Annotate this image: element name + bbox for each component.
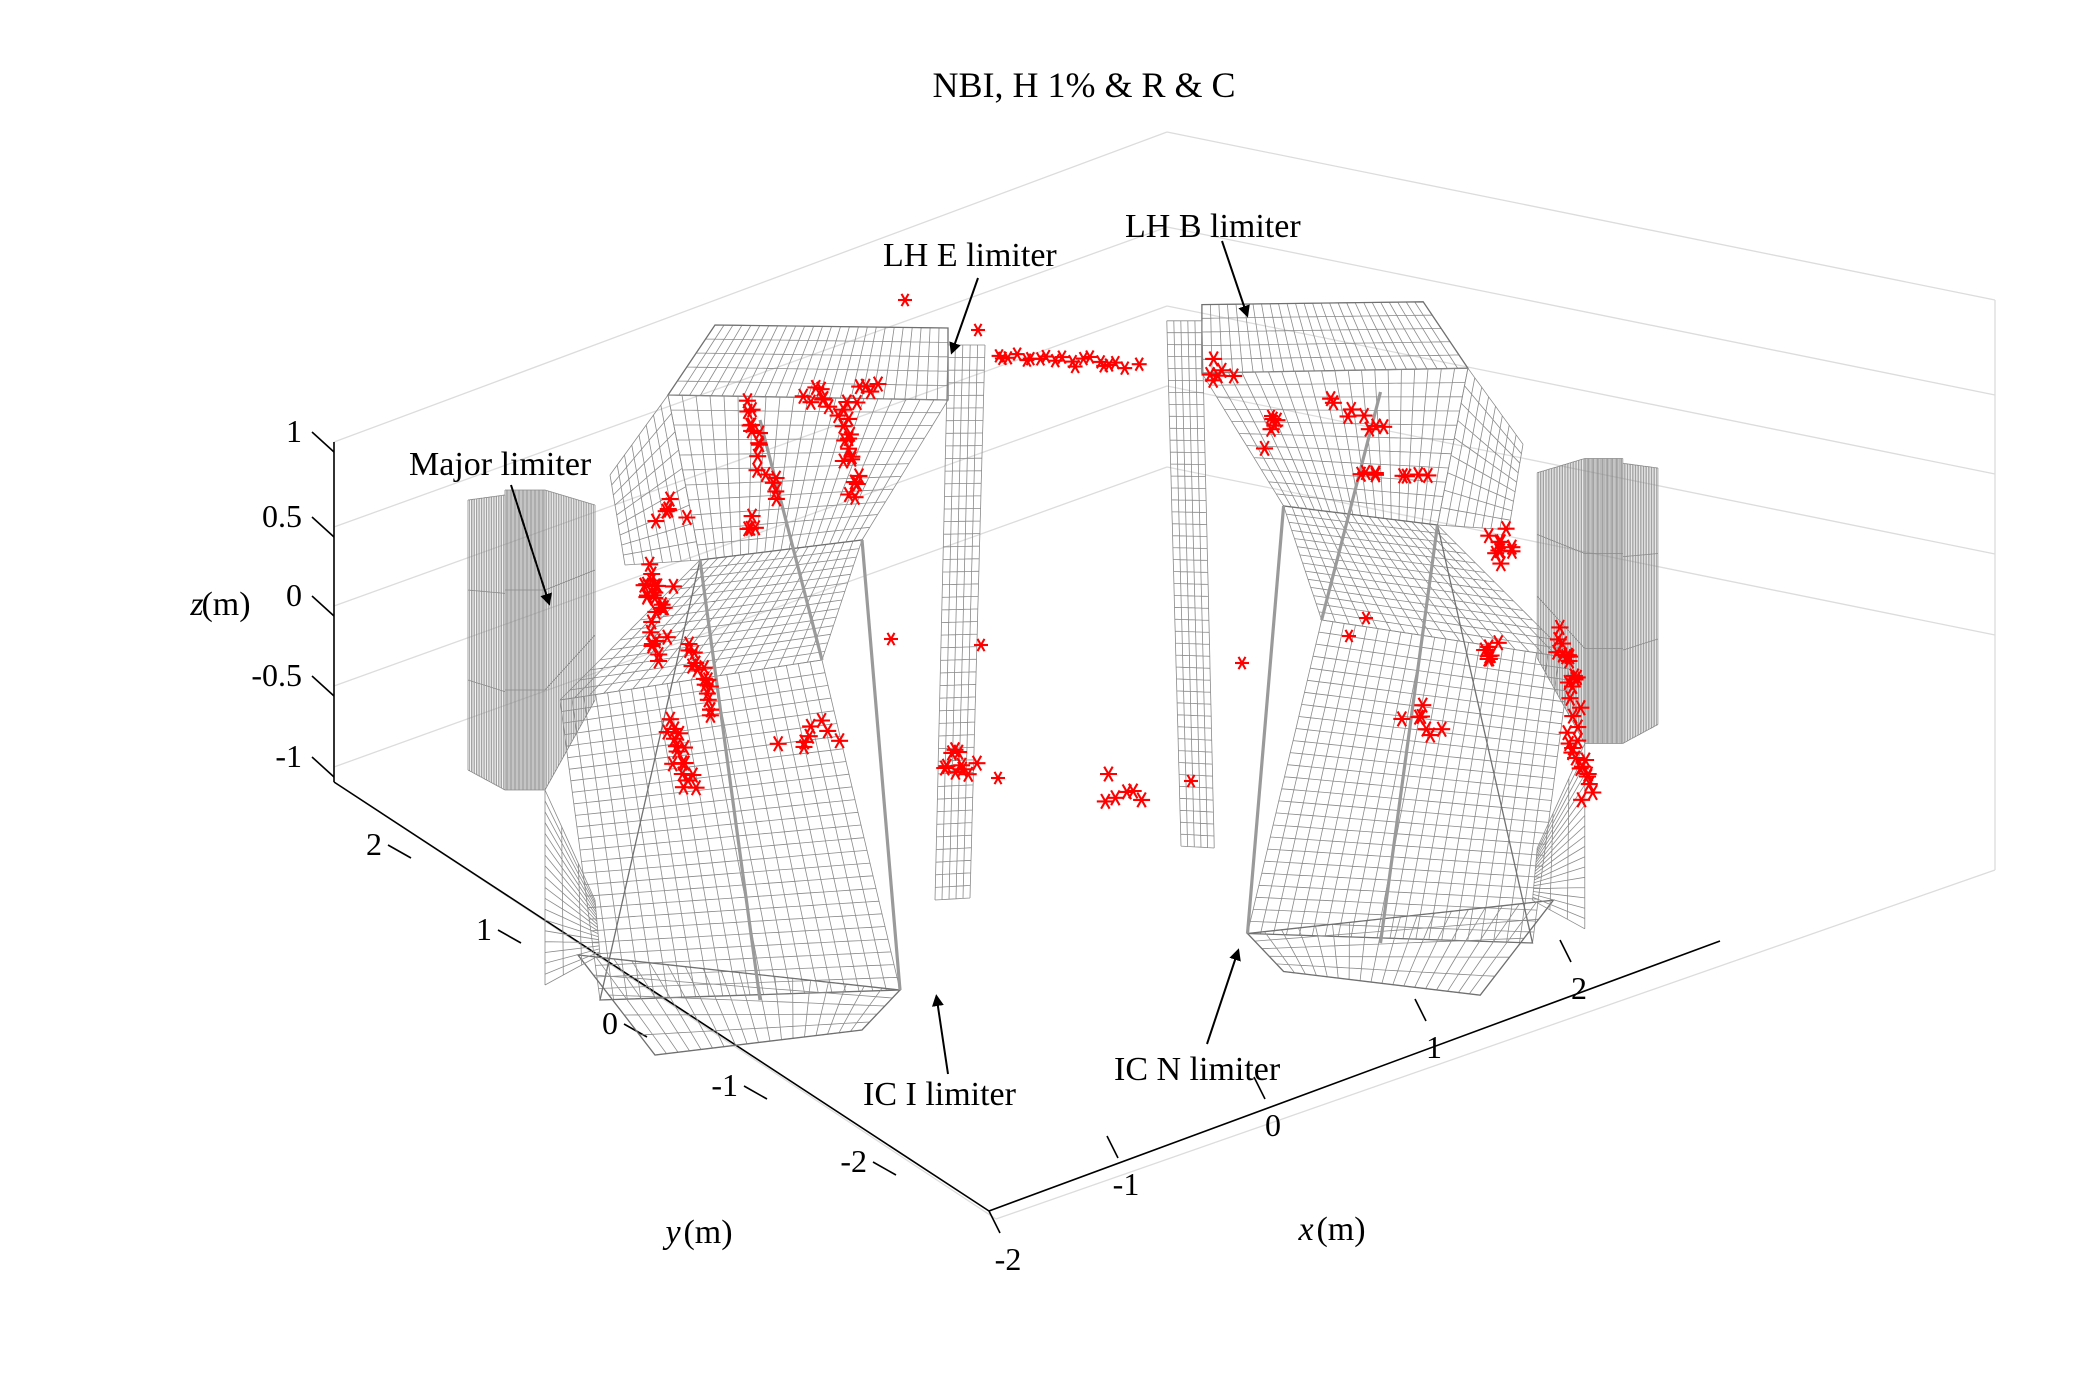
svg-text:-2: -2 [995,1241,1022,1277]
svg-text:-1: -1 [711,1067,738,1103]
svg-text:-0.5: -0.5 [251,657,302,693]
svg-text:0: 0 [1265,1107,1281,1143]
svg-text:Major limiter: Major limiter [409,446,592,483]
svg-text:(m): (m) [1316,1211,1365,1248]
svg-text:1: 1 [1426,1029,1442,1065]
svg-text:IC N limiter: IC N limiter [1114,1051,1281,1088]
svg-text:0: 0 [602,1005,618,1041]
svg-text:LH B limiter: LH B limiter [1125,208,1301,245]
svg-text:0: 0 [286,577,302,613]
svg-text:1: 1 [286,413,302,449]
svg-text:LH E limiter: LH E limiter [883,237,1057,274]
svg-text:-1: -1 [275,738,302,774]
svg-text:2: 2 [366,826,382,862]
svg-text:-2: -2 [840,1143,867,1179]
svg-text:IC I limiter: IC I limiter [863,1076,1017,1113]
svg-text:(m): (m) [683,1214,732,1251]
svg-text:NBI, H 1% & R & C: NBI, H 1% & R & C [932,65,1235,105]
svg-text:y: y [662,1214,681,1251]
svg-text:(m): (m) [201,586,250,623]
svg-text:1: 1 [476,911,492,947]
svg-text:0.5: 0.5 [262,498,302,534]
svg-text:-1: -1 [1113,1166,1140,1202]
svg-text:2: 2 [1571,970,1587,1006]
svg-text:x: x [1297,1211,1313,1248]
